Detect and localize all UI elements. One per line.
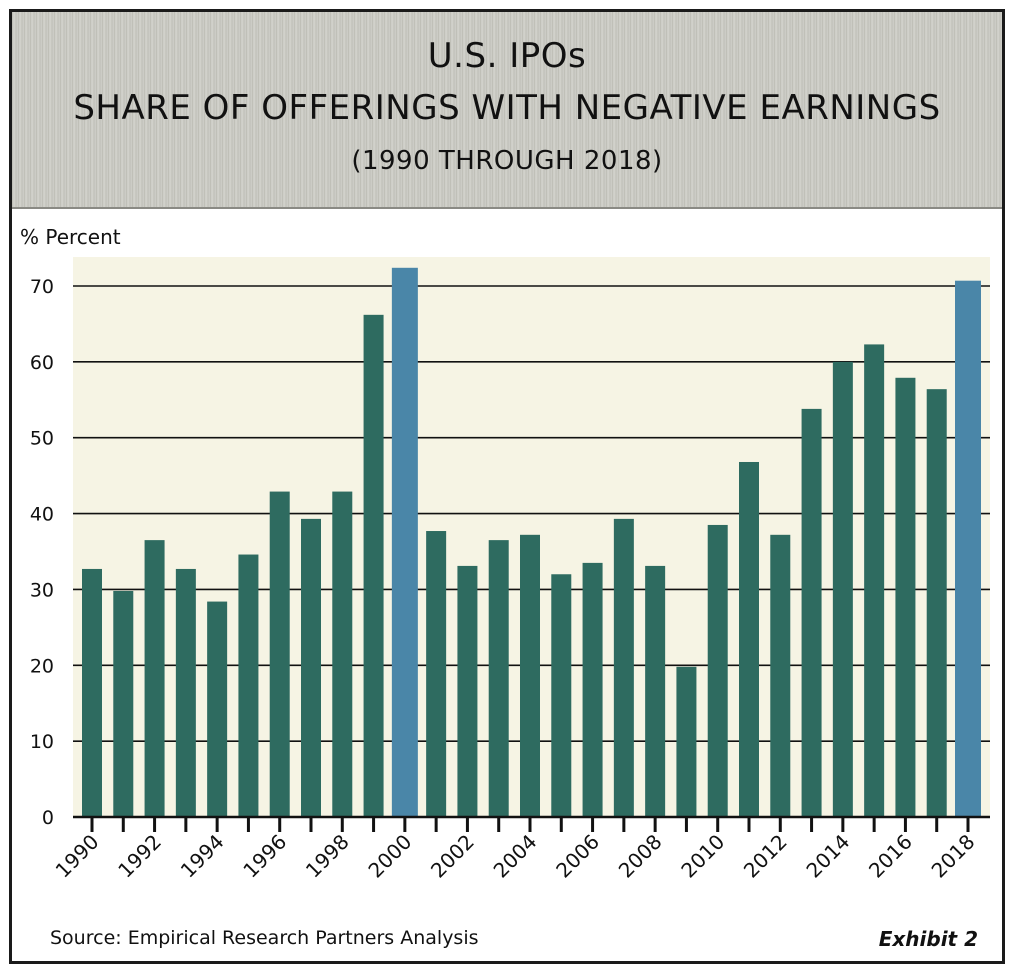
bar-1998 [332, 491, 353, 817]
bar-2017 [926, 389, 947, 817]
y-tick-label: 60 [30, 352, 54, 374]
x-tick-label: 2016 [864, 830, 917, 883]
x-tick-label: 2006 [551, 830, 604, 883]
bar-1993 [175, 568, 196, 817]
chart-title-line-1: U.S. IPOs [427, 36, 587, 76]
y-tick-label: 30 [30, 579, 54, 601]
bar-1991 [113, 590, 134, 817]
source-note: Source: Empirical Research Partners Anal… [50, 927, 479, 949]
x-tick-label: 2018 [927, 830, 980, 883]
x-tick-label: 2000 [363, 830, 416, 883]
bar-1995 [238, 554, 259, 817]
y-tick-label: 0 [42, 807, 54, 829]
bar-2014 [832, 361, 853, 817]
bar-2001 [426, 531, 447, 817]
bar-2018 [955, 280, 981, 817]
x-tick-label: 2014 [801, 830, 854, 883]
bar-2002 [457, 565, 478, 817]
x-tick-label: 1998 [301, 830, 354, 883]
bar-2003 [488, 540, 509, 817]
x-tick-label: 2002 [426, 830, 479, 883]
bar-2012 [770, 534, 791, 817]
x-tick-label: 1994 [176, 830, 229, 883]
y-tick-label: 50 [30, 428, 54, 450]
bar-2007 [613, 518, 634, 817]
y-tick-label: 70 [30, 276, 54, 298]
bar-2005 [551, 574, 572, 817]
chart-title-line-2: SHARE OF OFFERINGS WITH NEGATIVE EARNING… [73, 88, 941, 128]
bar-2009 [676, 666, 697, 817]
chart-header: U.S. IPOs SHARE OF OFFERINGS WITH NEGATI… [12, 12, 1002, 209]
x-tick-label: 1990 [51, 830, 104, 883]
y-tick-label: 20 [30, 655, 54, 677]
x-tick-label: 1996 [238, 830, 291, 883]
x-tick-label: 1992 [113, 830, 166, 883]
bar-1996 [269, 491, 290, 817]
chart-title-line-3: (1990 THROUGH 2018) [351, 146, 663, 176]
y-tick-label: 40 [30, 504, 54, 526]
x-tick-label: 2012 [739, 830, 792, 883]
bar-1999 [363, 314, 384, 817]
exhibit-label: Exhibit 2 [878, 927, 978, 951]
bar-2008 [645, 565, 666, 817]
x-tick-label: 2008 [614, 830, 667, 883]
bar-1992 [144, 540, 165, 817]
x-tick-label: 2004 [489, 830, 542, 883]
bar-1994 [207, 601, 228, 817]
bar-2011 [739, 461, 759, 817]
bar-2015 [864, 344, 885, 817]
bar-2004 [520, 534, 540, 817]
bar-2016 [895, 377, 916, 817]
x-tick-label: 2010 [676, 830, 729, 883]
bar-2006 [582, 562, 603, 817]
y-axis-label: % Percent [20, 225, 121, 249]
bar-1997 [301, 518, 321, 817]
y-tick-label: 10 [30, 731, 54, 753]
bar-1990 [82, 568, 102, 817]
bar-2010 [707, 524, 728, 817]
bar-2013 [801, 408, 822, 817]
bar-2000 [391, 267, 418, 817]
